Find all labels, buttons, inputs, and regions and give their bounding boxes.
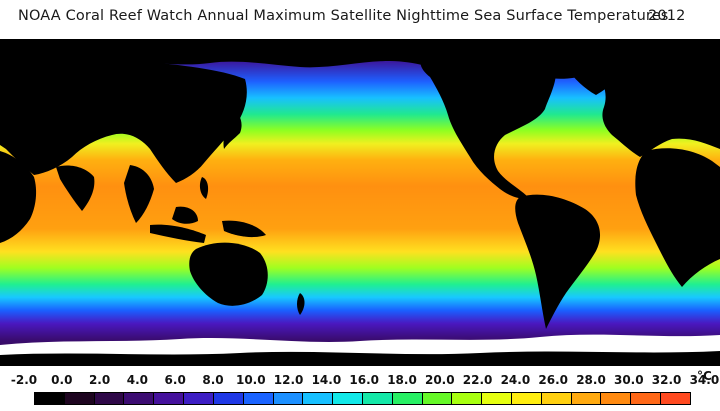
new-zealand (297, 293, 305, 315)
colorbar-swatch (482, 393, 512, 404)
tick-label: 26.0 (538, 373, 568, 387)
tick-label: 8.0 (202, 373, 224, 387)
africa-west (0, 151, 37, 243)
colorbar-swatch (541, 393, 572, 404)
colorbar (34, 392, 691, 405)
colorbar-swatch (512, 393, 542, 404)
tick-label: 14.0 (311, 373, 342, 387)
tick-label: 34.0 (689, 373, 720, 387)
tick-label: 4.0 (126, 373, 149, 387)
indonesia (150, 224, 206, 243)
colorbar-swatch (392, 393, 423, 404)
colorbar-swatch (124, 393, 155, 404)
antarctica-land (0, 351, 720, 366)
tick-label: 20.0 (424, 373, 455, 387)
tick-label: 32.0 (651, 373, 682, 387)
tick-label: 18.0 (387, 373, 417, 387)
colorbar-swatch (333, 393, 363, 404)
tick-label: 24.0 (500, 373, 531, 387)
south-america (515, 194, 601, 329)
colorbar-swatch (35, 393, 65, 404)
tick-label: 22.0 (462, 373, 493, 387)
colorbar-labels: -2.0 0.0 2.0 4.0 6.0 8.0 10.0 12.0 14.0 16.0 18.0 2… (0, 369, 720, 391)
africa (635, 148, 720, 287)
colorbar-swatch (94, 393, 125, 404)
colorbar-swatch (571, 393, 602, 404)
eurasia (598, 55, 720, 157)
asia-west (0, 57, 247, 183)
se-asia (124, 165, 154, 223)
colorbar-swatch (303, 393, 334, 404)
philippines (199, 177, 209, 199)
colorbar-swatch (64, 393, 95, 404)
tick-label: 6.0 (164, 373, 186, 387)
colorbar-swatch (452, 393, 483, 404)
japan (223, 109, 242, 149)
tick-label: 0.0 (51, 373, 73, 387)
north-america (420, 49, 557, 199)
tick-label: -2.0 (10, 373, 38, 387)
colorbar-swatch (273, 393, 304, 404)
tick-label: 30.0 (613, 373, 644, 387)
year-text: 2012 (648, 8, 686, 24)
colorbar-swatch (422, 393, 453, 404)
tick-label: 12.0 (273, 373, 304, 387)
colorbar-swatch (362, 393, 393, 404)
tick-label: 10.0 (235, 373, 266, 387)
tick-label: 16.0 (349, 373, 379, 387)
colorbar-swatch (154, 393, 185, 404)
map-title: NOAA Coral Reef Watch Annual Maximum Sat… (0, 8, 720, 30)
sst-map (0, 39, 720, 366)
colorbar-swatch (213, 393, 244, 404)
borneo (172, 206, 198, 224)
colorbar-swatch (184, 393, 214, 404)
unit-label: °C (697, 369, 712, 383)
colorbar-swatch (661, 393, 690, 404)
colorbar-swatch (631, 393, 662, 404)
tick-label: 2.0 (88, 373, 111, 387)
title-text: NOAA Coral Reef Watch Annual Maximum Sat… (18, 8, 669, 24)
australia (189, 242, 268, 306)
new-guinea (222, 220, 266, 238)
colorbar-swatch (243, 393, 274, 404)
tick-label: 28.0 (576, 373, 606, 387)
india (56, 165, 95, 211)
colorbar-swatch (601, 393, 632, 404)
